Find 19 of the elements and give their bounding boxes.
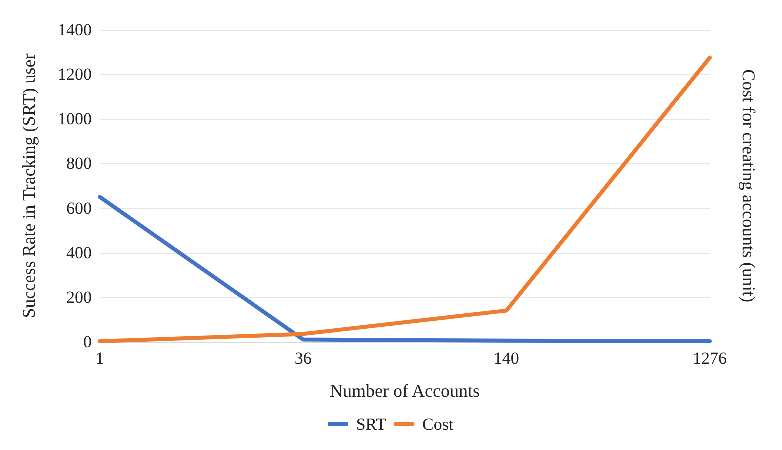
line-series <box>98 195 712 344</box>
y-tick-label: 1000 <box>58 110 92 129</box>
y-tick-label: 400 <box>66 243 92 262</box>
x-tick-label: 1 <box>96 349 104 368</box>
y-tick-label: 800 <box>66 154 92 174</box>
line-series <box>98 56 712 344</box>
x-tick-label: 1276 <box>693 349 727 368</box>
y-axis-title: Success Rate in Tracking (SRT) user <box>19 54 39 318</box>
x-tick-label: 36 <box>294 349 312 368</box>
y-tick-label: 600 <box>66 198 92 218</box>
x-axis-title: Number of Accounts <box>330 381 480 401</box>
y-tick-label: 1200 <box>58 65 92 84</box>
y-tick-label: 1400 <box>58 20 92 40</box>
legend-label: Cost <box>422 415 454 434</box>
y-tick-label: 200 <box>66 288 92 307</box>
y2-axis-title: Cost for creating accounts (unit) <box>739 70 759 302</box>
y-tick-label: 0 <box>84 332 92 352</box>
x-tick-label: 140 <box>494 349 520 368</box>
legend-label: SRT <box>356 415 388 434</box>
